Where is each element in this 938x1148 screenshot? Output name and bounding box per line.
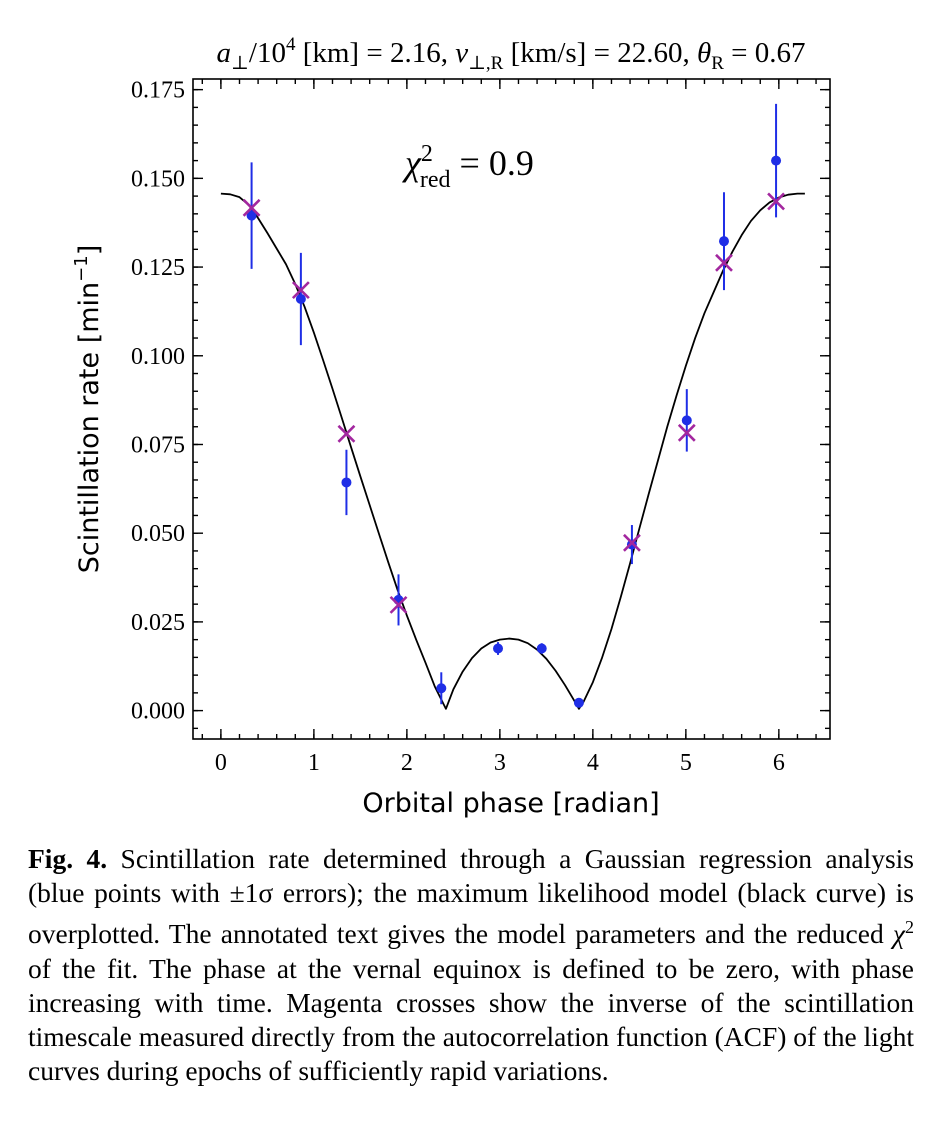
y-tick-label: 0.000 xyxy=(131,699,185,725)
caption-text-2: of the fit. The phase at the vernal equi… xyxy=(28,952,914,1087)
chi-annotation: χ2 red = 0.9 xyxy=(402,141,534,193)
acf-cross-marker xyxy=(623,533,641,552)
acf-cross-marker xyxy=(337,424,356,443)
x-tick-label: 6 xyxy=(773,750,785,776)
tick-labels: 0 1 2 3 4 5 6 0.000 0.025 0.050 0.075 0.100 0.125 0.1… xyxy=(131,78,785,776)
y-tick-label: 0.075 xyxy=(131,432,185,458)
data-point xyxy=(246,210,257,221)
caption-text-1: Scintillation rate determined through a … xyxy=(28,843,914,950)
y-tick-label: 0.125 xyxy=(131,255,185,281)
acf-cross-marker xyxy=(767,192,785,211)
acf-cross-marker xyxy=(715,253,733,272)
x-tick-label: 5 xyxy=(680,750,692,776)
figure: a⊥/104 [km] = 2.16, v⊥,R [km/s] = 22.60,… xyxy=(71,34,831,819)
data-point xyxy=(436,683,447,694)
y-tick-label: 0.025 xyxy=(131,610,185,636)
data-point xyxy=(771,155,782,166)
y-axis-label: Scintillation rate [min−1] xyxy=(71,245,105,574)
x-tick-label: 2 xyxy=(401,750,413,776)
cross-stroke xyxy=(291,281,310,300)
x-axis-label: Orbital phase [radian] xyxy=(362,788,659,819)
cross-stroke xyxy=(337,424,356,443)
x-tick-label: 3 xyxy=(494,750,506,776)
x-tick-label: 4 xyxy=(587,750,599,776)
y-tick-label: 0.150 xyxy=(131,166,185,192)
cross-stroke xyxy=(677,423,696,442)
cross-stroke xyxy=(623,533,641,552)
chart-title: a⊥/104 [km] = 2.16, v⊥,R [km/s] = 22.60,… xyxy=(217,34,806,74)
acf-cross-marker xyxy=(291,281,310,300)
model-curve xyxy=(220,192,805,710)
acf-cross-marker xyxy=(242,198,261,217)
data-point xyxy=(681,415,692,426)
y-tick-label: 0.175 xyxy=(131,78,185,104)
acf-cross-marker xyxy=(389,595,408,614)
acf-cross-marker xyxy=(677,423,696,442)
chart-marks xyxy=(220,103,805,710)
caption-chi-exponent: 2 xyxy=(905,917,914,938)
cross-stroke xyxy=(715,253,733,272)
data-point xyxy=(341,477,352,488)
figure-caption: Fig. 4. Scintillation rate determined th… xyxy=(28,842,914,1089)
cross-stroke xyxy=(767,192,785,211)
data-point xyxy=(295,294,306,304)
figure-label: Fig. 4. xyxy=(28,843,108,874)
x-tick-label: 1 xyxy=(308,750,320,776)
cross-stroke xyxy=(242,198,261,217)
data-point xyxy=(718,236,729,247)
x-tick-label: 0 xyxy=(215,750,227,776)
data-point xyxy=(573,697,584,708)
data-point xyxy=(493,643,504,654)
caption-chi-symbol: χ xyxy=(892,918,905,950)
y-tick-label: 0.050 xyxy=(131,521,185,547)
cross-stroke xyxy=(389,595,408,614)
y-tick-label: 0.100 xyxy=(131,344,185,370)
axis-ticks xyxy=(193,79,830,739)
data-point xyxy=(536,643,547,654)
